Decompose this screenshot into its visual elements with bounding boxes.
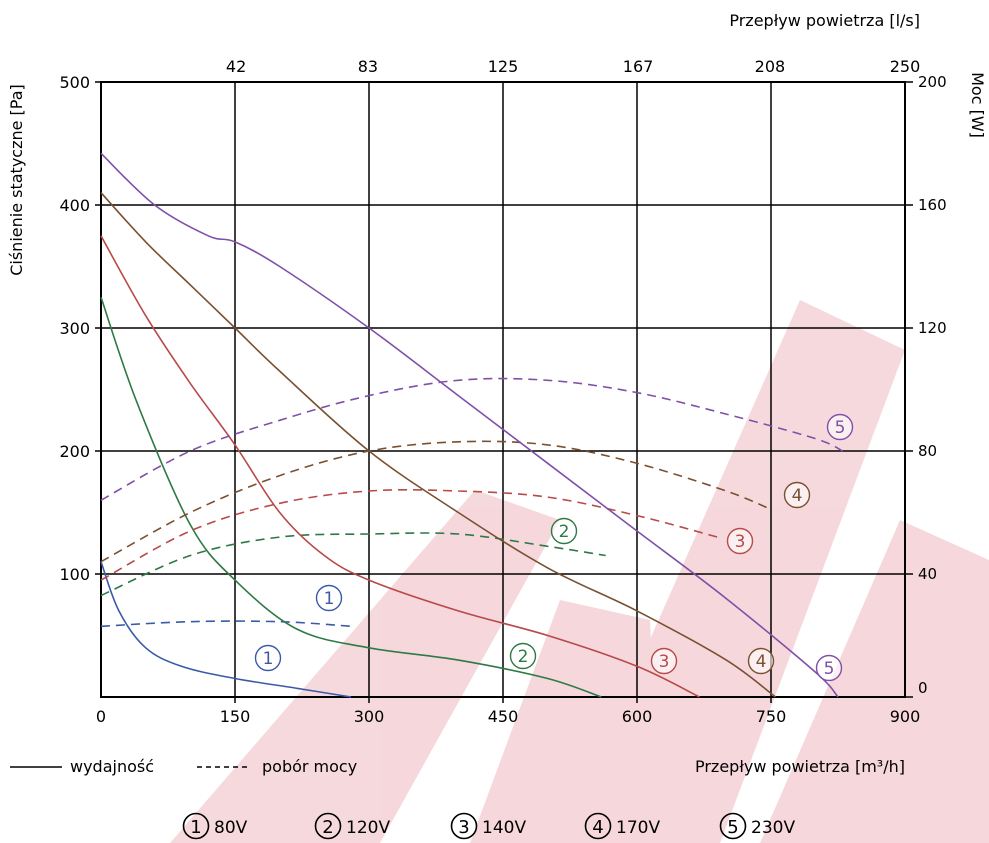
marker-number: 2	[559, 522, 570, 542]
dashed-line-label: pobór mocy	[262, 757, 357, 776]
marker-circle	[747, 647, 775, 675]
power-curve-1	[100, 620, 352, 628]
marker-number: 5	[835, 418, 846, 438]
curve-markers: 1 1 2 2 3 3 4 4 5 5	[254, 413, 854, 682]
y-right-tick-label: 160	[918, 196, 947, 214]
marker-number: 1	[263, 649, 274, 669]
legend-marker-number: 4	[592, 817, 603, 838]
series-legend: 1 80V 2 120V 3 140V 4 170V 5 230V	[182, 812, 795, 840]
legend-item-3: 3 140V	[450, 812, 526, 840]
y-left-axis-label: Ciśnienie statyczne [Pa]	[7, 84, 26, 276]
x-bottom-tick-label: 300	[354, 707, 385, 726]
x-top-tick-label: 167	[623, 57, 654, 76]
power-curve-4	[100, 440, 772, 563]
x-bottom-tick-label: 600	[622, 707, 653, 726]
pressure-curve-marker-2: 2	[509, 642, 537, 670]
marker-number: 5	[824, 659, 835, 679]
watermark	[170, 300, 989, 843]
power-curve-marker-1: 1	[315, 584, 343, 612]
x-bottom-tick-label: 750	[756, 707, 787, 726]
y-left-tick-label: 300	[59, 319, 90, 338]
marker-circle	[826, 413, 854, 441]
marker-number: 4	[792, 486, 803, 506]
marker-circle	[815, 654, 843, 682]
legend-marker-number: 1	[190, 817, 201, 838]
y-right-tick-label: 80	[918, 442, 937, 460]
legend-marker-circle	[182, 812, 210, 840]
x-top-tick-label: 208	[755, 57, 786, 76]
pressure-curve-5	[100, 152, 839, 698]
y-right-tick-label: 0	[918, 679, 928, 697]
pressure-curve-4	[100, 192, 776, 698]
x-bottom-tick-label: 0	[96, 707, 106, 726]
x-top-tick-label: 125	[488, 57, 519, 76]
power-curve-5	[100, 377, 843, 501]
pressure-curve-marker-1: 1	[254, 644, 282, 672]
legend-marker-number: 5	[727, 817, 738, 838]
legend-marker-circle	[314, 812, 342, 840]
marker-circle	[726, 527, 754, 555]
marker-circle	[315, 584, 343, 612]
y-right-tick-label: 120	[918, 319, 947, 337]
power-curve-marker-2: 2	[550, 517, 578, 545]
y-left-tick-label: 500	[59, 73, 90, 92]
legend-marker-number: 2	[322, 817, 333, 838]
curves	[100, 152, 843, 698]
legend-item-5: 5 230V	[719, 812, 795, 840]
y-right-tick-label: 40	[918, 565, 937, 583]
solid-line-label: wydajność	[70, 757, 154, 776]
marker-number: 4	[756, 652, 767, 672]
legend-label: 230V	[751, 818, 795, 838]
x-top-tick-label: 83	[358, 57, 378, 76]
legend-label: 140V	[482, 818, 526, 838]
x-top-axis-label: Przepływ powietrza [l/s]	[729, 11, 920, 30]
y-left-tick-label: 100	[59, 565, 90, 584]
pressure-curve-marker-4: 4	[747, 647, 775, 675]
line-style-legend: wydajność pobór mocy	[10, 757, 357, 776]
y-left-tick-label: 400	[59, 196, 90, 215]
power-curve-3	[100, 489, 718, 581]
legend-item-4: 4 170V	[584, 812, 660, 840]
legend-label: 120V	[346, 818, 390, 838]
x-bottom-tick-label: 150	[220, 707, 251, 726]
legend-marker-circle	[584, 812, 612, 840]
x-top-tick-label: 42	[226, 57, 246, 76]
pressure-curve-1	[100, 561, 352, 698]
legend-label: 170V	[616, 818, 660, 838]
legend-marker-circle	[719, 812, 747, 840]
power-curve-marker-4: 4	[783, 481, 811, 509]
marker-number: 3	[735, 532, 746, 552]
legend-marker-circle	[450, 812, 478, 840]
legend-item-2: 2 120V	[314, 812, 390, 840]
power-curve-marker-3: 3	[726, 527, 754, 555]
legend-label: 80V	[214, 818, 248, 838]
pressure-curve-2	[100, 297, 602, 698]
legend-item-1: 1 80V	[182, 812, 248, 840]
x-bottom-tick-label: 450	[488, 707, 519, 726]
marker-circle	[254, 644, 282, 672]
y-left-tick-label: 200	[59, 442, 90, 461]
legend-marker-number: 3	[458, 817, 469, 838]
marker-circle	[509, 642, 537, 670]
marker-number: 2	[518, 647, 529, 667]
power-curve-marker-5: 5	[826, 413, 854, 441]
x-top-tick-label: 250	[890, 57, 921, 76]
pressure-curve-marker-5: 5	[815, 654, 843, 682]
y-right-axis-label: Moc [W]	[968, 72, 987, 138]
x-bottom-axis-label: Przepływ powietrza [m³/h]	[695, 757, 905, 776]
marker-circle	[550, 517, 578, 545]
x-bottom-tick-label: 900	[890, 707, 921, 726]
pressure-curve-3	[100, 235, 700, 698]
marker-number: 1	[324, 589, 335, 609]
marker-circle	[650, 647, 678, 675]
pressure-curve-marker-3: 3	[650, 647, 678, 675]
marker-number: 3	[659, 652, 670, 672]
power-curve-2	[100, 532, 606, 597]
marker-circle	[783, 481, 811, 509]
y-right-tick-label: 200	[918, 73, 947, 91]
